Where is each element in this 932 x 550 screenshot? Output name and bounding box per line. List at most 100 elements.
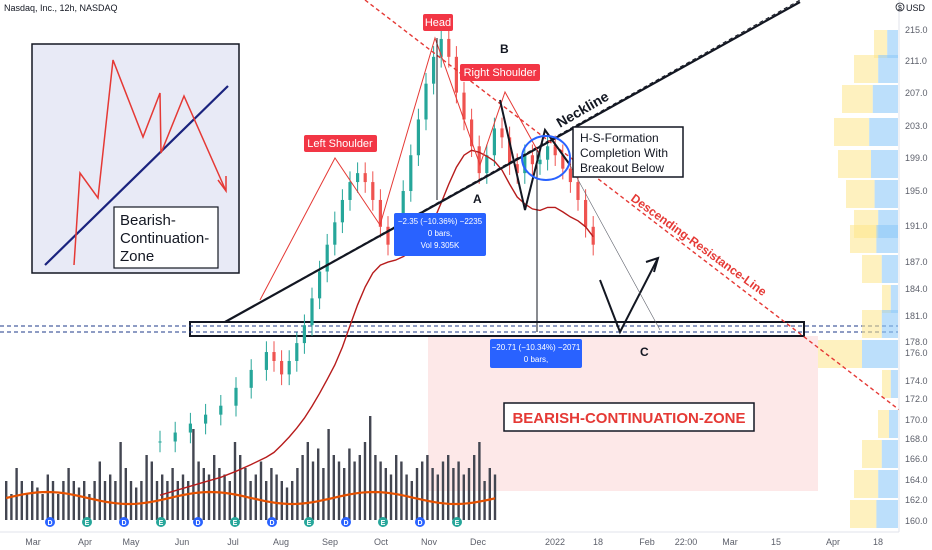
- candle-body: [378, 199, 382, 227]
- event-marker-label: D: [269, 520, 274, 527]
- projection-guide: [569, 164, 661, 331]
- event-marker[interactable]: [267, 517, 277, 527]
- profile-bar-down: [889, 410, 898, 438]
- volume-bar: [129, 481, 133, 520]
- profile-bar-up: [878, 410, 889, 438]
- price-tick: 174.0: [905, 376, 928, 386]
- volume-bar: [473, 455, 476, 520]
- candle-body: [546, 146, 550, 160]
- profile-bar-up: [874, 30, 888, 58]
- volume-bar: [140, 481, 143, 520]
- currency-label: USD: [906, 3, 926, 13]
- currency-icon-glyph: $: [898, 5, 902, 12]
- profile-bar-up: [846, 180, 875, 208]
- time-tick: Feb: [639, 537, 655, 547]
- candle-body: [340, 199, 344, 223]
- volume-bar: [426, 455, 429, 520]
- volume-bar: [207, 474, 211, 520]
- candle-body: [272, 352, 276, 361]
- event-marker[interactable]: [341, 517, 351, 527]
- volume-bar: [280, 481, 283, 520]
- price-tick: 162.0: [905, 495, 928, 505]
- profile-bar-up: [842, 85, 873, 113]
- volume-bar: [327, 429, 330, 520]
- volume-bar: [213, 455, 216, 520]
- candle-body: [470, 119, 474, 147]
- profile-bar-down: [869, 118, 898, 146]
- point-b: B: [500, 42, 509, 56]
- price-tick: 203.0: [905, 121, 928, 131]
- candle-body: [234, 387, 238, 406]
- profile-bar-down: [878, 470, 898, 498]
- candle-body: [561, 155, 565, 169]
- candle-body: [287, 360, 291, 375]
- note-line2: Completion With: [580, 146, 668, 160]
- candle-body: [158, 441, 162, 443]
- candle-body: [295, 343, 299, 361]
- volume-bar: [31, 481, 34, 520]
- candle-body: [401, 191, 405, 227]
- profile-bar-down: [881, 310, 898, 338]
- candle-body: [530, 155, 534, 165]
- event-marker[interactable]: [304, 517, 314, 527]
- volume-bar: [239, 455, 242, 520]
- event-marker[interactable]: [45, 517, 55, 527]
- profile-bar-down: [881, 440, 898, 468]
- event-marker[interactable]: [119, 517, 129, 527]
- volume-bar: [421, 461, 424, 520]
- price-tick: 187.0: [905, 257, 928, 267]
- measure1-line2: 0 bars,: [428, 229, 452, 238]
- volume-bar: [275, 474, 278, 520]
- candle-body: [454, 56, 458, 93]
- price-axis-bg: [899, 0, 932, 550]
- support-box[interactable]: [189, 321, 805, 337]
- point-c: C: [640, 345, 649, 359]
- volume-bar: [322, 468, 325, 520]
- volume-bar: [124, 468, 127, 520]
- volume-bar: [62, 481, 65, 520]
- price-tick: 195.0: [905, 186, 928, 196]
- time-tick: Aug: [273, 537, 289, 547]
- event-marker[interactable]: [415, 517, 425, 527]
- event-marker[interactable]: [156, 517, 166, 527]
- volume-bar: [348, 448, 351, 520]
- candle-body: [485, 155, 489, 174]
- event-marker-label: E: [307, 520, 312, 527]
- label-right-shoulder-text: Right Shoulder: [464, 67, 537, 79]
- volume-profile: [818, 30, 898, 528]
- volume-bar: [223, 474, 226, 520]
- time-axis[interactable]: Mar Apr May Jun Jul Aug Sep Oct Nov Dec 2022 18 Feb 2…: [25, 537, 883, 547]
- event-marker[interactable]: [378, 517, 388, 527]
- measure2-line1: −20.71 (−10.34%) −2071: [492, 343, 581, 352]
- event-marker[interactable]: [82, 517, 92, 527]
- volume-bar: [301, 455, 304, 520]
- inset-zigzag: [73, 59, 227, 266]
- chart-title: Nasdaq, Inc., 12h, NASDAQ: [4, 3, 118, 13]
- profile-bar-up: [862, 440, 882, 468]
- volume-bar: [244, 468, 247, 520]
- label-left-shoulder: Left Shoulder: [304, 135, 377, 152]
- time-tick: Nov: [421, 537, 438, 547]
- neckline[interactable]: [224, 1, 801, 323]
- time-tick: Jun: [175, 537, 190, 547]
- volume-bar: [46, 474, 49, 520]
- descending-resistance-line[interactable]: [364, 0, 932, 436]
- time-tick: 2022: [545, 537, 565, 547]
- volume-bar: [353, 461, 356, 520]
- event-marker[interactable]: [230, 517, 240, 527]
- volume-bar: [187, 481, 190, 520]
- time-tick: Mar: [722, 537, 738, 547]
- candle-body: [386, 226, 390, 245]
- price-axis[interactable]: 215.0 211.0 207.0 203.0 199.0 195.0 191.0 187.0…: [905, 25, 928, 526]
- price-tick: 215.0: [905, 25, 928, 35]
- event-marker[interactable]: [452, 517, 462, 527]
- profile-bar-up: [862, 255, 882, 283]
- volume-bar: [452, 468, 455, 520]
- volume-bar: [119, 442, 122, 520]
- volume-bar: [72, 481, 75, 520]
- label-right-shoulder: Right Shoulder: [460, 64, 540, 81]
- event-marker[interactable]: [193, 517, 203, 527]
- profile-bar-up: [850, 500, 877, 528]
- price-tick: 160.0: [905, 516, 928, 526]
- event-marker-label: D: [195, 520, 200, 527]
